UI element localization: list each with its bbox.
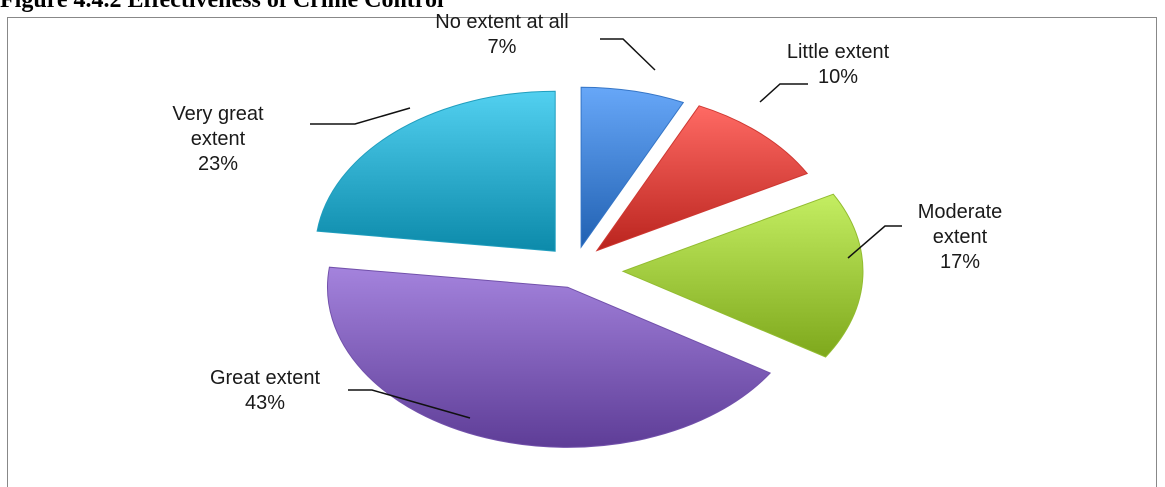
pie-slice-3 <box>621 193 864 358</box>
leader-line-2 <box>759 83 808 103</box>
figure-title: Figure 4.4.2 Effectiveness of Crime Cont… <box>0 0 444 13</box>
pie-slice-1 <box>580 86 685 249</box>
chart-frame <box>7 17 1157 487</box>
leader-line-1 <box>600 38 656 71</box>
leader-line-3 <box>847 225 902 259</box>
leader-line-4 <box>348 389 471 419</box>
slice-label-1: No extent at all 7% <box>435 11 568 58</box>
leader-line-5 <box>310 107 411 125</box>
pie-slice-2 <box>595 105 809 252</box>
pie-slice-5 <box>316 90 556 252</box>
pie-slice-4 <box>327 266 772 448</box>
slice-label-5: Very great extent 23% <box>172 103 264 175</box>
pie-chart: No extent at all 7% Little extent 10% Modera… <box>172 11 1003 448</box>
slice-label-2: Little extent 10% <box>787 41 890 88</box>
slice-label-4: Great extent 43% <box>210 367 321 414</box>
slice-label-3: Moderate extent 17% <box>918 201 1003 273</box>
